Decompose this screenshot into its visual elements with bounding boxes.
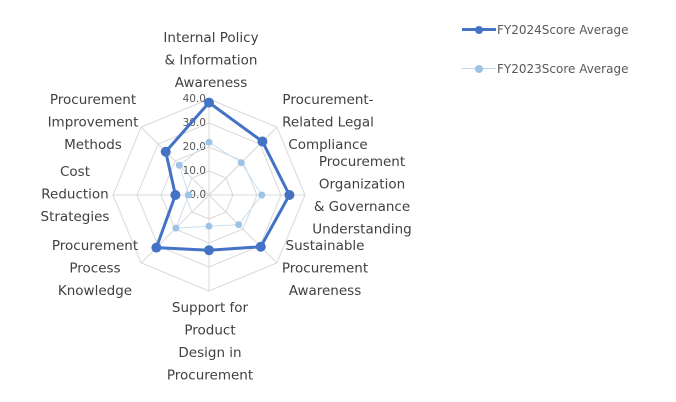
legend-label-fy2023: FY2023Score Average	[497, 62, 629, 76]
data-point-fy2024	[160, 146, 171, 157]
category-label: Awareness	[175, 75, 248, 91]
category-label: Product	[184, 323, 235, 339]
category-label: Support for	[172, 300, 249, 316]
category-label: Awareness	[289, 283, 362, 299]
data-point-fy2023	[235, 221, 243, 229]
data-point-fy2023	[205, 138, 213, 146]
data-point-fy2023	[175, 161, 183, 169]
data-point-fy2024	[204, 97, 214, 108]
category-label: Strategies	[41, 209, 110, 225]
grid-spoke	[140, 126, 210, 196]
data-point-fy2024	[204, 245, 214, 256]
data-point-fy2024	[257, 136, 268, 147]
tick-label: 10.0	[183, 165, 206, 177]
grid-spoke	[208, 194, 278, 264]
data-point-fy2023	[205, 222, 213, 230]
category-label: Understanding	[312, 222, 411, 238]
category-label: Sustainable	[286, 238, 365, 254]
data-point-fy2024	[284, 190, 295, 200]
legend-item-fy2023: FY2023Score Average	[462, 59, 628, 79]
legend-swatch-fy2024	[462, 20, 496, 40]
category-label: Methods	[64, 137, 122, 153]
category-label: Procurement	[52, 238, 138, 254]
legend-label-fy2024: FY2024Score Average	[497, 23, 629, 37]
category-label: & Governance	[314, 199, 410, 215]
category-label: Procurement	[50, 92, 136, 108]
legend-swatch-fy2023	[462, 59, 496, 79]
category-label: Compliance	[288, 137, 367, 153]
category-label: Improvement	[48, 115, 139, 131]
legend-item-fy2024: FY2024Score Average	[462, 20, 628, 40]
category-label: Organization	[319, 177, 405, 193]
data-point-fy2023	[237, 159, 245, 167]
data-point-fy2024	[170, 190, 181, 200]
tick-label: 0.0	[189, 189, 206, 201]
legend-marker-fy2023	[475, 65, 483, 73]
category-label: Knowledge	[58, 283, 132, 299]
category-label: Procurement	[282, 261, 368, 277]
category-label: Internal Policy	[163, 30, 258, 46]
category-label: Procurement	[167, 368, 253, 384]
category-label: & Information	[165, 53, 258, 69]
category-label: Cost	[60, 164, 90, 180]
tick-label: 20.0	[183, 141, 206, 153]
category-label: Process	[69, 261, 120, 277]
category-label: Procurement	[319, 154, 405, 170]
data-point-fy2023	[185, 191, 193, 199]
legend-marker-fy2024	[475, 26, 483, 34]
data-point-fy2024	[151, 242, 162, 253]
category-label: Reduction	[41, 187, 109, 203]
category-label: Related Legal	[282, 115, 374, 131]
legend: FY2024Score Average FY2023Score Average	[462, 20, 628, 98]
tick-label: 40.0	[183, 93, 206, 105]
data-point-fy2023	[258, 191, 266, 199]
data-point-fy2023	[172, 224, 180, 232]
data-point-fy2024	[255, 241, 266, 252]
category-label: Design in	[178, 345, 241, 361]
category-label: Procurement-	[282, 92, 373, 108]
